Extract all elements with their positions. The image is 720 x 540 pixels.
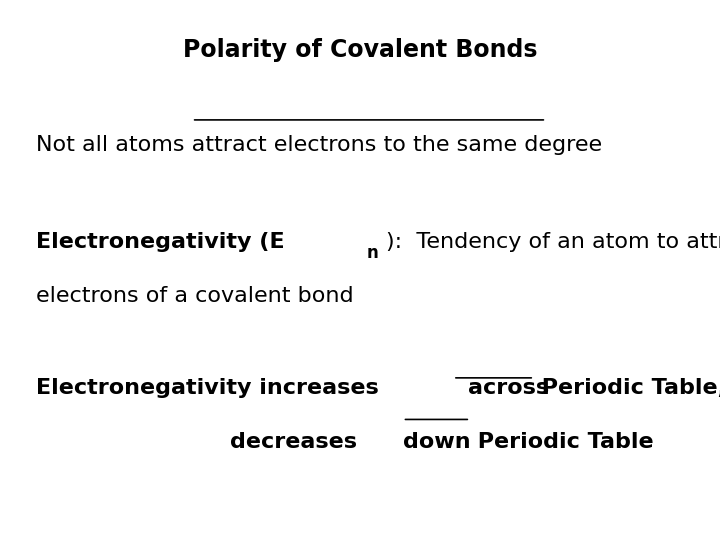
Text: electrons of a covalent bond: electrons of a covalent bond (36, 286, 354, 306)
Text: ):  Tendency of an atom to attract shared: ): Tendency of an atom to attract shared (386, 232, 720, 252)
Text: Periodic Table,: Periodic Table, (534, 378, 720, 398)
Text: down: down (403, 432, 471, 452)
Text: decreases: decreases (230, 432, 365, 452)
Text: Electronegativity (E: Electronegativity (E (36, 232, 284, 252)
Text: Polarity of Covalent Bonds: Polarity of Covalent Bonds (183, 38, 537, 62)
Text: n: n (366, 244, 378, 262)
Text: Electronegativity increases: Electronegativity increases (36, 378, 387, 398)
Text: Not all atoms attract electrons to the same degree: Not all atoms attract electrons to the s… (36, 135, 602, 155)
Text: across: across (469, 378, 549, 398)
Text: Periodic Table: Periodic Table (470, 432, 654, 452)
